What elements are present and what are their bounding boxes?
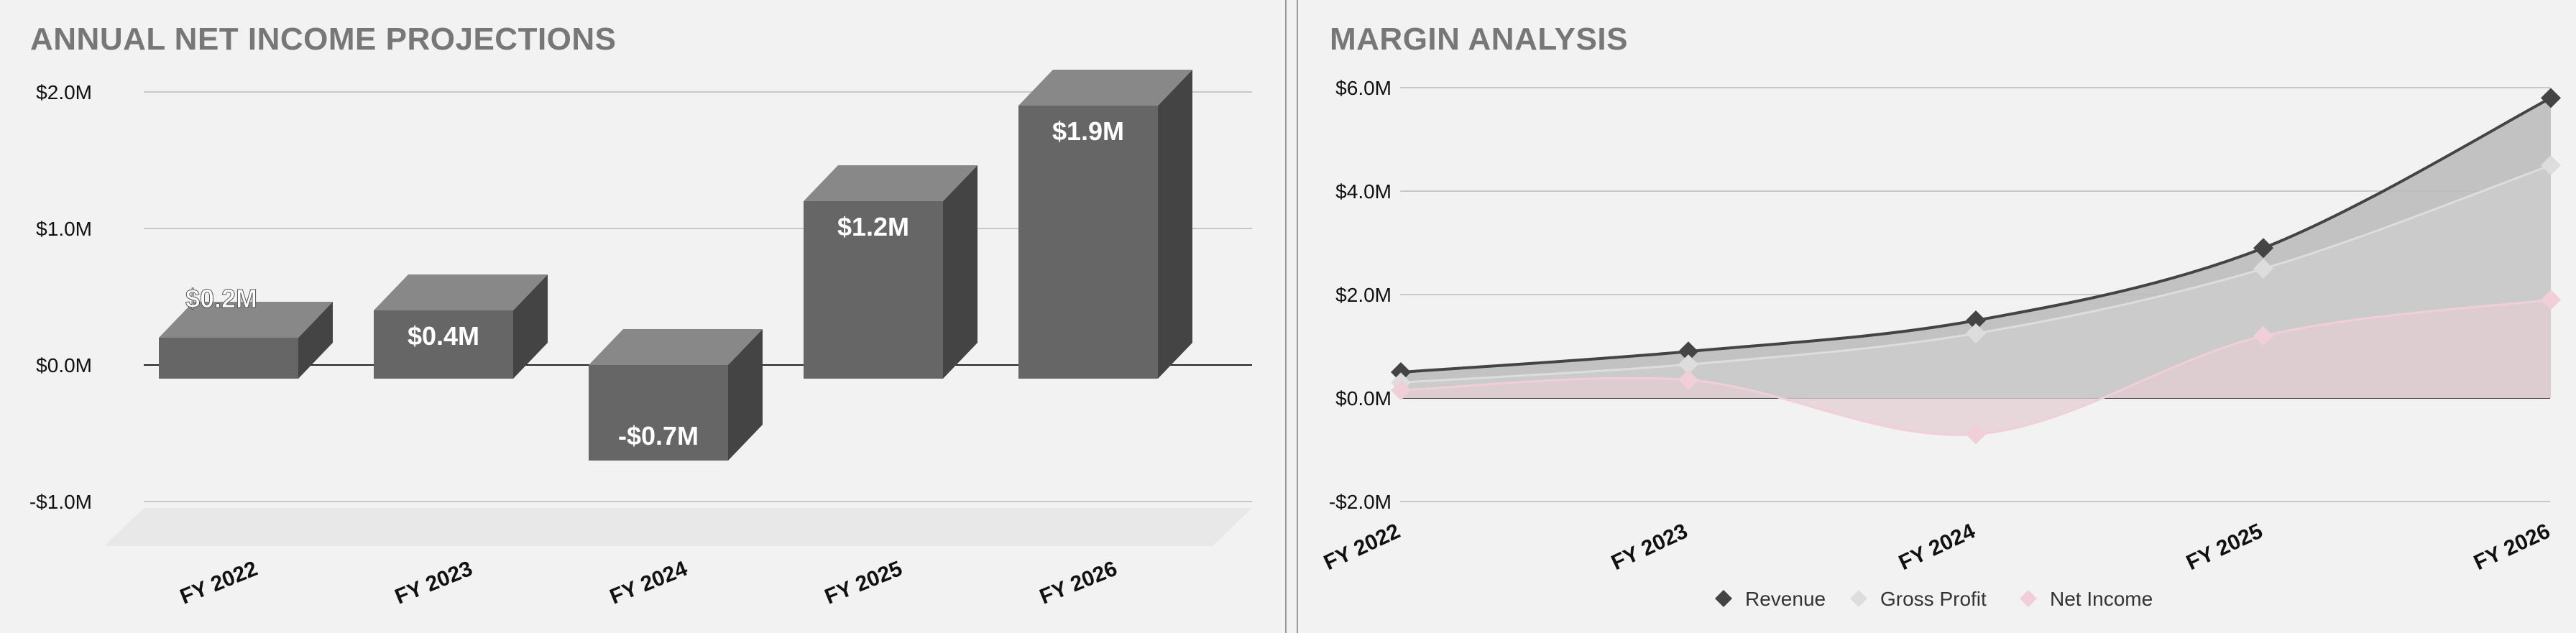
bar-top xyxy=(159,302,333,338)
x-tick-label: FY 2023 xyxy=(1608,519,1691,576)
data-point xyxy=(1678,369,1698,390)
y-tick-label: $0.0M xyxy=(36,354,92,376)
net-income-panel: ANNUAL NET INCOME PROJECTIONS $2.0M $1.0M… xyxy=(0,0,1285,633)
y-tick-label: $2.0M xyxy=(1335,284,1392,306)
data-point xyxy=(1678,354,1698,375)
margin-area-chart: $6.0M $4.0M $2.0M $0.0M -$2.0M FY 2022 FY 2023… xyxy=(1320,77,2561,610)
bar-data-label: $1.2M xyxy=(837,212,909,241)
y-tick-label: $4.0M xyxy=(1335,180,1392,203)
bar xyxy=(589,365,728,461)
series-area xyxy=(1401,300,2551,435)
y-tick-label: -$1.0M xyxy=(29,491,92,513)
bar-side xyxy=(298,302,333,379)
x-tick-label: FY 2024 xyxy=(1895,519,1979,575)
bar-side xyxy=(513,274,548,379)
data-point xyxy=(2253,259,2273,279)
data-point xyxy=(2541,290,2561,310)
net-income-chart-title: ANNUAL NET INCOME PROJECTIONS xyxy=(30,22,617,57)
bar-side xyxy=(1158,70,1192,379)
data-point xyxy=(1391,380,1411,401)
data-point xyxy=(2541,155,2561,175)
bar xyxy=(374,310,513,379)
margin-chart-title: MARGIN ANALYSIS xyxy=(1330,22,1628,57)
bar-top xyxy=(374,274,548,310)
panel-divider xyxy=(1285,0,1298,633)
data-point xyxy=(1966,310,1986,331)
bar xyxy=(804,201,943,379)
bar-side xyxy=(943,165,978,379)
bar-data-label: $1.9M xyxy=(1052,116,1124,146)
legend-marker xyxy=(2020,590,2037,607)
x-tick-label: FY 2026 xyxy=(2470,519,2554,576)
legend-label: Net Income xyxy=(2050,588,2153,610)
data-point xyxy=(1391,362,1411,382)
data-point xyxy=(1678,341,1698,362)
data-point xyxy=(1966,424,1986,445)
chart-floor xyxy=(104,508,1252,546)
bar-data-label: -$0.7M xyxy=(618,421,699,451)
y-tick-label: $6.0M xyxy=(1335,77,1392,99)
x-tick-label: FY 2022 xyxy=(177,557,261,609)
legend-marker xyxy=(1715,590,1732,607)
y-tick-label: $2.0M xyxy=(36,81,92,103)
y-tick-label: -$2.0M xyxy=(1329,491,1392,513)
bar-data-label: $0.4M xyxy=(408,321,479,351)
x-tick-label: FY 2024 xyxy=(607,557,691,609)
x-tick-label: FY 2022 xyxy=(1320,519,1404,576)
data-point xyxy=(1966,323,1986,343)
data-point xyxy=(2253,325,2273,346)
margin-panel: MARGIN ANALYSIS $6.0M $4.0M $2.0M $0.0M -$2.… xyxy=(1298,0,2576,633)
bar-top xyxy=(804,165,978,201)
legend-marker xyxy=(1850,590,1867,607)
data-point xyxy=(2541,88,2561,108)
x-tick-label: FY 2026 xyxy=(1036,557,1121,609)
legend-label: Gross Profit xyxy=(1880,588,1987,610)
y-tick-label: $1.0M xyxy=(36,218,92,240)
net-income-bar-chart: $2.0M $1.0M $0.0M -$1.0M $0.2M FY 2022 $0.4M FY… xyxy=(29,70,1252,609)
y-tick-label: $0.0M xyxy=(1335,387,1392,410)
bar-top xyxy=(1018,70,1192,106)
data-point xyxy=(2253,238,2273,259)
x-tick-label: FY 2023 xyxy=(392,557,476,609)
bar xyxy=(1018,106,1158,379)
legend-label: Revenue xyxy=(1745,588,1826,610)
bar-top xyxy=(589,329,763,365)
bar-side xyxy=(728,329,763,461)
x-tick-label: FY 2025 xyxy=(2183,519,2266,576)
bar-data-label: $0.2M xyxy=(185,284,257,313)
bar xyxy=(159,338,298,379)
x-tick-label: FY 2025 xyxy=(822,557,906,609)
chart-legend: Revenue Gross Profit Net Income xyxy=(1715,588,2153,610)
